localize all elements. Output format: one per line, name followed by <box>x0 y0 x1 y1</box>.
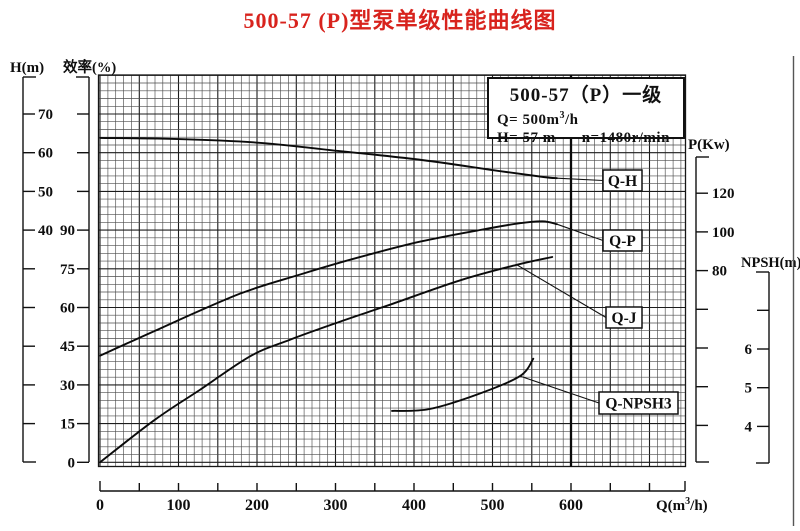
p-axis-title: P(Kw) <box>688 137 730 153</box>
npsh-tick-label: 6 <box>745 342 753 358</box>
x-tick-label: 500 <box>481 497 505 514</box>
leader-Q-NPSH3 <box>519 375 600 404</box>
x-tick-label: 100 <box>167 497 191 514</box>
leader-Q-P <box>556 223 604 242</box>
leader-Q-H <box>556 177 604 182</box>
eff-tick-label: 45 <box>60 339 75 355</box>
eff-tick-label: 0 <box>68 455 76 471</box>
curve-label-Q-H: Q-H <box>608 173 637 190</box>
curve-label-box-Q-J <box>605 306 643 329</box>
curve-label-Q-NPSH3: Q-NPSH3 <box>605 396 672 413</box>
p-tick-label: 100 <box>712 225 735 241</box>
x-tick-label: 600 <box>559 497 583 514</box>
npsh-tick-label: 5 <box>745 381 753 397</box>
curve-Q-NPSH3 <box>391 357 535 412</box>
curve-label-Q-P: Q-P <box>609 233 636 250</box>
eff-tick-label: 75 <box>60 262 75 278</box>
curve-Q-H <box>99 136 558 180</box>
spec-box: 500-57（P）一级 Q= 500m3/h H= 57 m n=1480r/mi… <box>487 77 685 146</box>
curves <box>99 136 607 464</box>
curve-label-box-Q-P <box>602 229 643 252</box>
leader-Q-J <box>516 264 607 318</box>
x-tick-label: 400 <box>402 497 426 514</box>
x-tick-label: 200 <box>245 497 269 514</box>
x-tick-label: 0 <box>96 497 104 514</box>
eff-axis-title: 效率(%) <box>63 58 116 76</box>
p-tick-label: 120 <box>712 186 735 202</box>
spec-flow: Q= 500m3/h <box>497 110 579 128</box>
curve-label-box-Q-H <box>602 169 643 192</box>
eff-tick-label: 60 <box>60 301 75 317</box>
npsh-axis-title: NPSH(m) <box>741 255 800 271</box>
chart-title: 500-57 (P)型泵单级性能曲线图 <box>243 8 557 33</box>
eff-tick-label: 90 <box>60 223 75 239</box>
curve-Q-J <box>99 256 554 464</box>
spec-model: 500-57（P）一级 <box>509 85 663 106</box>
curve-labels: Q-H Q-P Q-J Q-NPSH3 <box>598 169 679 415</box>
h-tick-label: 60 <box>38 146 53 162</box>
h-axis-title: H(m) <box>10 60 44 76</box>
npsh-tick-label: 4 <box>745 419 753 435</box>
grid-border <box>97 74 687 468</box>
h-tick-label: 40 <box>38 223 53 239</box>
h-tick-label: 50 <box>38 184 53 200</box>
curve-label-Q-J: Q-J <box>612 310 637 327</box>
p-tick-label: 80 <box>712 264 727 280</box>
eff-tick-label: 15 <box>60 417 75 433</box>
spec-head-speed: H= 57 m n=1480r/min <box>497 130 670 146</box>
curve-label-box-Q-NPSH3 <box>598 391 679 415</box>
h-tick-label: 70 <box>38 107 53 123</box>
eff-tick-label: 30 <box>60 378 75 394</box>
x-axis-title: Q(m3/h) <box>656 496 708 514</box>
curve-Q-P <box>99 220 558 357</box>
x-tick-label: 300 <box>324 497 348 514</box>
